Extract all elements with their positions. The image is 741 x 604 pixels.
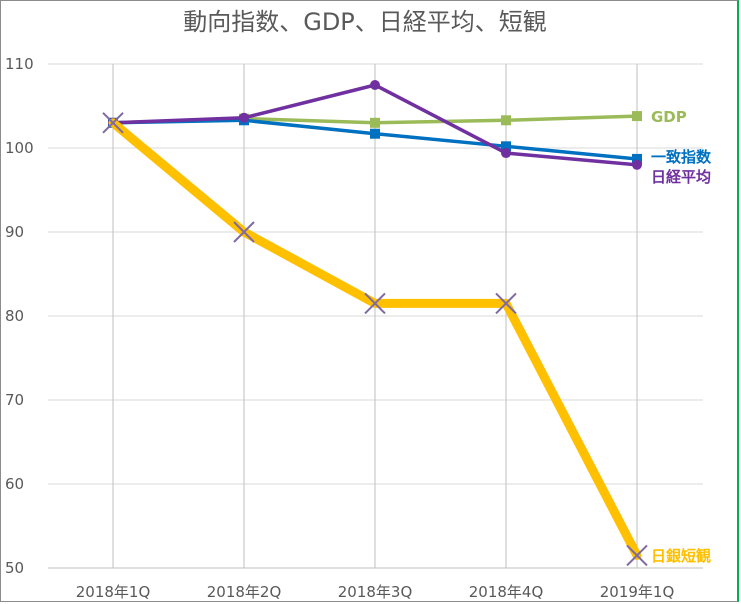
x-marker-stroke — [626, 544, 648, 567]
y-tick-label: 90 — [5, 223, 24, 241]
y-tick-label: 60 — [5, 475, 24, 493]
data-point — [239, 112, 249, 123]
y-tick-label: 50 — [5, 559, 24, 577]
series-label: GDP — [651, 108, 687, 126]
data-point — [233, 221, 255, 243]
x-tick-label: 2018年4Q — [469, 583, 544, 601]
data-point — [102, 112, 124, 134]
y-tick-label: 100 — [5, 139, 34, 157]
data-point — [370, 128, 380, 139]
chart-title: 動向指数、GDP、日経平均、短観 — [183, 8, 547, 36]
data-point — [370, 117, 380, 128]
series-label: 日銀短観 — [651, 547, 711, 565]
series-label: 日経平均 — [651, 168, 711, 186]
series-group — [102, 80, 648, 567]
y-tick-label: 80 — [5, 307, 24, 325]
data-point — [495, 292, 517, 315]
data-point — [501, 115, 511, 126]
data-point — [501, 141, 511, 152]
x-tick-label: 2018年3Q — [338, 583, 413, 601]
series-label: 一致指数 — [651, 148, 712, 166]
x-marker-stroke — [364, 292, 386, 315]
data-point — [632, 153, 642, 164]
y-axis-ticks: 50 60 70 80 90 100 110 — [5, 55, 34, 577]
x-marker-stroke — [102, 112, 124, 134]
data-point — [501, 148, 511, 159]
y-tick-label: 70 — [5, 391, 24, 409]
data-point — [626, 544, 648, 567]
data-point — [632, 111, 642, 122]
x-tick-label: 2019年1Q — [600, 583, 675, 601]
x-marker-stroke — [495, 292, 517, 315]
x-marker-stroke — [233, 221, 255, 243]
x-axis-ticks: 2018年1Q 2018年2Q 2018年3Q 2018年4Q 2019年1Q — [76, 583, 675, 601]
gridlines — [48, 63, 703, 569]
data-point — [370, 80, 380, 90]
data-point — [364, 292, 386, 315]
x-tick-label: 2018年1Q — [76, 583, 151, 601]
x-tick-label: 2018年2Q — [207, 583, 282, 601]
y-tick-label: 110 — [5, 55, 34, 73]
data-point — [632, 159, 642, 170]
